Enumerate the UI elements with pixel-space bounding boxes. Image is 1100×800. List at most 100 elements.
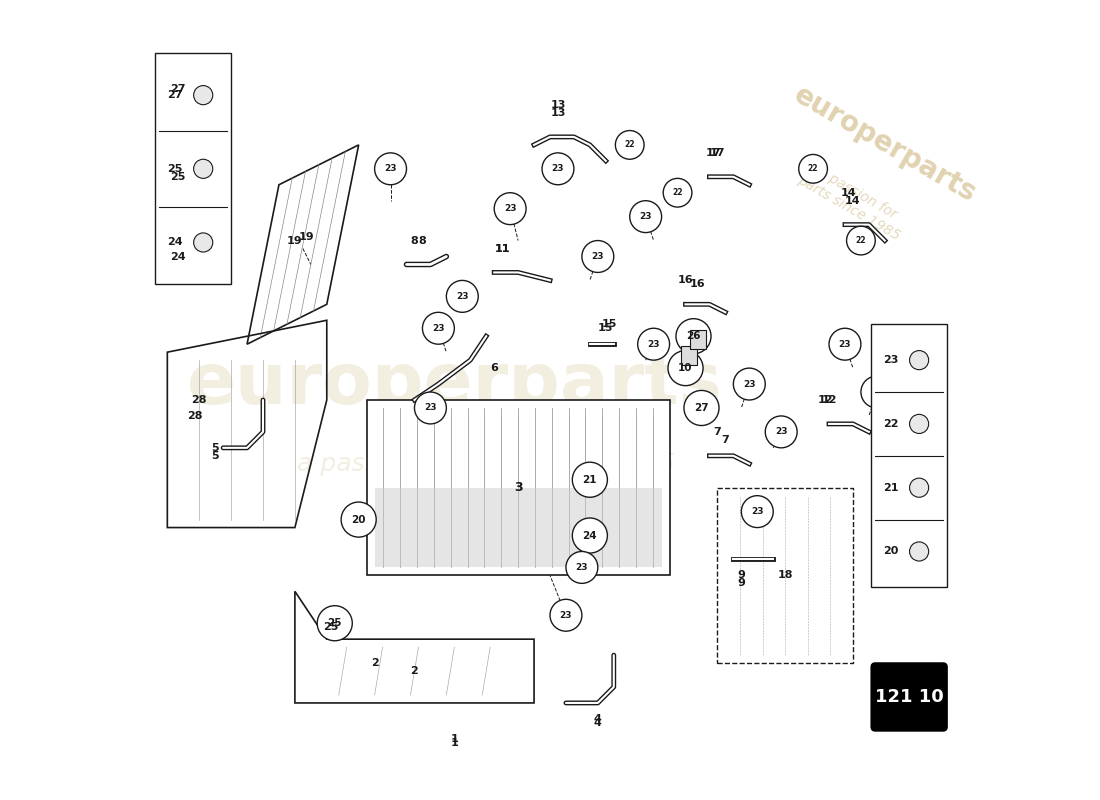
Text: 25: 25 [167,164,183,174]
Text: 12: 12 [817,395,833,405]
Text: 14: 14 [842,188,857,198]
Circle shape [194,159,212,178]
Text: 23: 23 [560,610,572,620]
Text: 25: 25 [169,172,185,182]
Circle shape [447,281,478,312]
Text: a passion for parts since 1985: a passion for parts since 1985 [297,452,675,476]
Text: 7: 7 [714,427,722,437]
Text: 24: 24 [583,530,597,541]
Text: 28: 28 [187,411,204,421]
Text: 16: 16 [678,275,693,286]
Text: 23: 23 [751,507,763,516]
Text: europerparts: europerparts [789,82,981,209]
Circle shape [422,312,454,344]
Text: 10: 10 [679,363,693,373]
Text: 23: 23 [575,563,589,572]
Text: 26: 26 [686,331,701,342]
Text: 15: 15 [602,319,617,330]
Text: 24: 24 [167,238,183,247]
Text: 3: 3 [514,481,522,494]
Text: 23: 23 [838,340,851,349]
Circle shape [829,328,861,360]
Text: 8: 8 [410,235,418,246]
Circle shape [734,368,766,400]
Circle shape [676,318,711,354]
Text: 16: 16 [690,279,705,290]
Text: 6: 6 [491,363,498,373]
Text: 23: 23 [774,427,788,436]
Circle shape [550,599,582,631]
Circle shape [542,153,574,185]
Text: 24: 24 [169,251,185,262]
Circle shape [629,201,661,233]
Text: 23: 23 [456,292,469,301]
Circle shape [615,130,645,159]
Circle shape [494,193,526,225]
Text: 23: 23 [432,324,444,333]
Circle shape [375,153,407,185]
Text: 9: 9 [737,570,746,580]
Text: 18: 18 [778,570,793,580]
Circle shape [910,350,928,370]
FancyBboxPatch shape [366,400,670,575]
Circle shape [910,414,928,434]
Text: europerparts: europerparts [187,350,723,418]
Text: 19: 19 [287,235,303,246]
Text: 17: 17 [710,148,725,158]
Circle shape [415,392,447,424]
Text: 7: 7 [722,435,729,445]
FancyBboxPatch shape [717,488,852,663]
Circle shape [317,606,352,641]
FancyBboxPatch shape [871,663,947,731]
Text: 27: 27 [694,403,708,413]
Text: 11: 11 [494,243,510,254]
Text: 27: 27 [167,90,183,100]
FancyBboxPatch shape [375,489,661,567]
Circle shape [684,390,719,426]
Text: 20: 20 [883,546,899,557]
Text: 1: 1 [451,738,459,748]
Text: 12: 12 [822,395,837,405]
Text: 23: 23 [744,379,756,389]
Text: 23: 23 [883,355,899,365]
Circle shape [341,502,376,537]
Text: 22: 22 [625,140,635,150]
Circle shape [572,462,607,498]
Circle shape [766,416,797,448]
Text: 14: 14 [845,196,861,206]
Text: 19: 19 [299,231,315,242]
Circle shape [565,551,597,583]
Text: 2: 2 [371,658,378,668]
Circle shape [861,376,893,408]
Circle shape [741,496,773,527]
Text: 23: 23 [425,403,437,413]
Circle shape [910,478,928,498]
FancyBboxPatch shape [681,346,696,365]
FancyBboxPatch shape [871,324,947,587]
Circle shape [668,350,703,386]
Text: 121 10: 121 10 [874,688,944,706]
Text: 27: 27 [169,84,185,94]
Text: 23: 23 [639,212,652,221]
Text: 9: 9 [737,578,746,588]
Text: 15: 15 [598,323,614,334]
Text: 23: 23 [870,387,883,397]
Text: 4: 4 [594,718,602,728]
Text: 5: 5 [211,451,219,461]
Circle shape [663,178,692,207]
Text: 17: 17 [706,148,722,158]
Text: 23: 23 [592,252,604,261]
Text: 5: 5 [211,443,219,453]
Text: 22: 22 [883,419,899,429]
Circle shape [572,518,607,553]
Circle shape [799,154,827,183]
Text: 22: 22 [672,188,683,198]
Text: 13: 13 [550,100,565,110]
Text: 4: 4 [594,714,602,724]
Text: 21: 21 [883,482,899,493]
Text: 23: 23 [552,164,564,174]
Text: 1: 1 [451,734,459,744]
Text: 22: 22 [807,164,818,174]
FancyBboxPatch shape [691,330,706,349]
Circle shape [847,226,876,255]
